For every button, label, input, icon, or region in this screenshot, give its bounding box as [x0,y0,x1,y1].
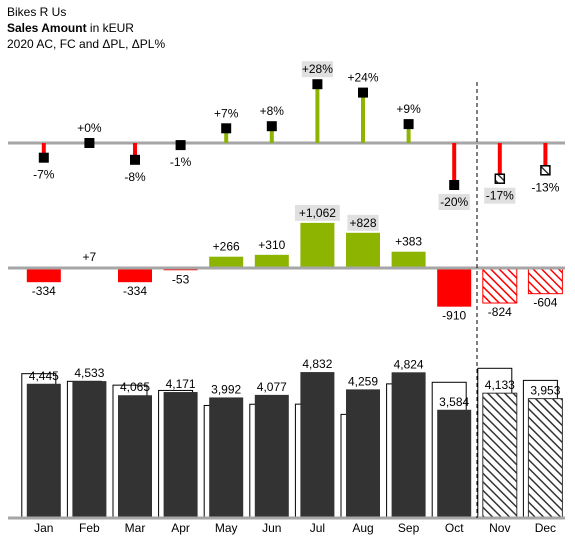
value-label: 4,171 [166,377,196,391]
actual-bar [209,397,244,518]
pin-label: -7% [33,168,55,182]
variance-label: +310 [258,238,285,252]
variance-label: +828 [349,216,376,230]
variance-bar [254,254,289,268]
variance-bar [437,268,472,307]
pin-label: +28% [302,62,333,76]
month-label: Jul [310,521,325,535]
pin-head [266,121,277,132]
value-label: 4,065 [120,380,150,394]
variance-bar [391,251,426,268]
variance-label-highlight [295,204,340,221]
measure-unit: in kEUR [89,21,134,35]
variance-bar [482,267,518,304]
month-label: Jan [34,521,53,535]
variance-bar [26,268,61,283]
variance-bar [300,222,335,268]
actual-bar [300,372,335,518]
value-label: 4,133 [485,378,515,392]
month-label: Feb [79,521,100,535]
pin-head [403,119,414,130]
actual-bar [346,389,380,518]
pin-head-forecast [494,173,506,184]
pin-head [130,154,140,165]
value-label: 4,445 [29,369,59,383]
pin-label-highlight [438,194,470,210]
month-label: May [215,521,238,535]
value-label: 4,824 [394,357,424,371]
pin-label: +0% [77,121,102,135]
month-label: Dec [535,521,556,535]
variance-label: +383 [395,235,422,249]
month-label: Jun [262,521,281,535]
pin-label: +7% [214,106,239,120]
variance-label-highlight [347,214,379,231]
variance-label: -604 [533,296,557,310]
pin-label: -1% [170,155,192,169]
actual-bar [437,409,472,518]
variance-label: +7 [83,250,97,264]
pin-chart: -7% +0% -8% -1% +7% +8% +28% +24% +9% -20% -17% -13… [8,61,565,210]
month-label: Nov [489,521,510,535]
value-label: 4,832 [302,357,332,371]
month-label: Apr [171,521,190,535]
chart-measure: Sales Amount in kEUR [7,21,134,36]
pin-head [312,79,323,90]
actual-bar [26,383,61,518]
value-label: 3,992 [211,382,241,396]
variance-bar [118,268,152,283]
month-label: Sep [398,521,420,535]
actual-bar [72,381,107,518]
pin-head [84,138,95,148]
value-label: 3,953 [530,384,560,398]
pin-label-highlight [484,187,516,204]
variance-bar [527,267,563,295]
variance-bar [209,256,244,268]
pin-head [175,140,186,151]
actual-bar [254,394,289,518]
pin-head [38,152,49,163]
pin-label: -20% [440,195,468,209]
variance-label: -824 [488,305,512,319]
month-label: Oct [445,521,464,535]
value-label: 4,533 [74,366,104,380]
pin-label: +9% [396,102,421,116]
pin-head [358,87,368,98]
variance-label: -334 [32,284,56,298]
month-label: Mar [125,521,146,535]
variance-label: +266 [213,240,240,254]
variance-label: -910 [442,309,466,323]
month-label: Aug [352,521,373,535]
main-chart: 4,445 Jan 4,533 Feb 4,065 Mar 4,171 Apr 3,992 May… [8,357,565,535]
pin-label: -17% [486,189,514,203]
pin-label: +8% [260,104,285,118]
value-label: 4,259 [348,374,378,388]
pin-head-forecast [540,165,551,176]
actual-bar [391,372,426,518]
pin-label: +24% [347,71,378,85]
variance-chart: -334 +7 -334 -53 +266 +310 +1,062 +828 +383 -910 -… [8,204,565,323]
value-label: 4,077 [257,380,287,394]
actual-bar [118,395,152,518]
value-label: 3,584 [439,395,469,409]
pin-head [221,123,232,134]
variance-label: +1,062 [299,206,336,220]
pin-label: -13% [531,180,559,194]
pin-label: -8% [124,170,146,184]
variance-label: -53 [172,272,190,286]
pin-head [449,180,460,190]
chart-subtitle: 2020 AC, FC and ΔPL, ΔPL% [7,37,166,51]
pin-label-highlight [301,61,333,78]
measure-name: Sales Amount [7,21,87,35]
actual-bar [163,392,198,518]
forecast-bar [482,392,518,519]
variance-label: -334 [123,284,147,298]
company-name: Bikes R Us [7,5,67,19]
variance-bar [346,232,380,268]
forecast-bar [527,398,563,519]
